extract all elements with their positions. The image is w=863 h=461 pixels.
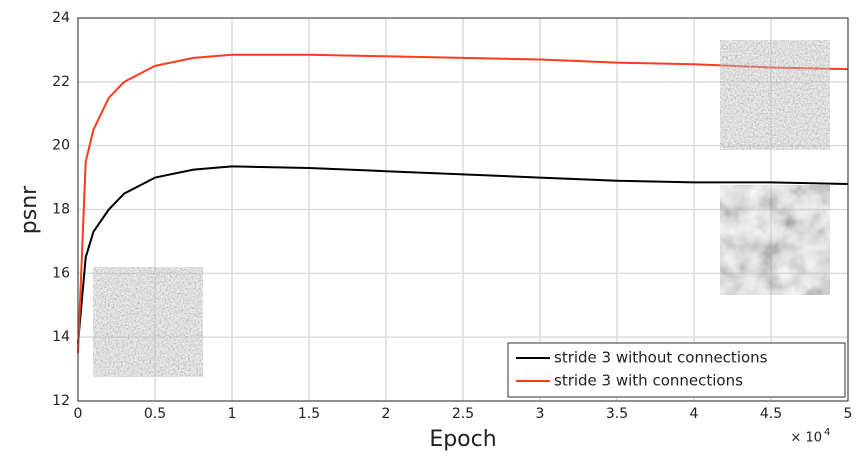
y-tick-label: 14 xyxy=(52,329,70,345)
x-tick-label: 5 xyxy=(844,406,853,422)
x-tick-label: 4.5 xyxy=(760,406,782,422)
x-multiplier: × 10 xyxy=(790,431,822,446)
y-tick-label: 12 xyxy=(52,393,70,409)
y-tick-label: 18 xyxy=(52,202,70,218)
legend-box xyxy=(507,342,846,398)
series-line xyxy=(77,53,849,354)
legend-label: stride 3 without connections xyxy=(554,349,768,367)
legend: stride 3 without connections stride 3 wit… xyxy=(507,342,846,398)
axes-frame xyxy=(77,17,849,402)
x-tick-label: 0 xyxy=(74,406,83,422)
x-tick-label: 2.5 xyxy=(452,406,474,422)
x-tick-label: 1.5 xyxy=(298,406,320,422)
series-line xyxy=(77,165,849,344)
x-multiplier-exponent: 4 xyxy=(824,427,830,438)
inset-images xyxy=(93,40,830,377)
legend-label: stride 3 with connections xyxy=(554,372,743,390)
y-axis-label: psnr xyxy=(17,185,42,234)
y-tick-label: 16 xyxy=(52,265,70,281)
y-tick-label: 20 xyxy=(52,138,70,154)
x-tick-label: 3 xyxy=(536,406,545,422)
x-axis-label: Epoch xyxy=(429,427,496,452)
lines xyxy=(77,53,849,354)
x-tick-label: 3.5 xyxy=(606,406,628,422)
y-tick-label: 22 xyxy=(52,74,70,90)
inset-image xyxy=(720,40,830,150)
y-tick-label: 24 xyxy=(52,10,70,26)
x-tick-label: 2 xyxy=(382,406,391,422)
inset-image xyxy=(93,267,203,377)
x-tick-label: 1 xyxy=(228,406,237,422)
x-tick-label: 0.5 xyxy=(144,406,166,422)
inset-image xyxy=(720,185,830,295)
x-tick-label: 4 xyxy=(690,406,699,422)
